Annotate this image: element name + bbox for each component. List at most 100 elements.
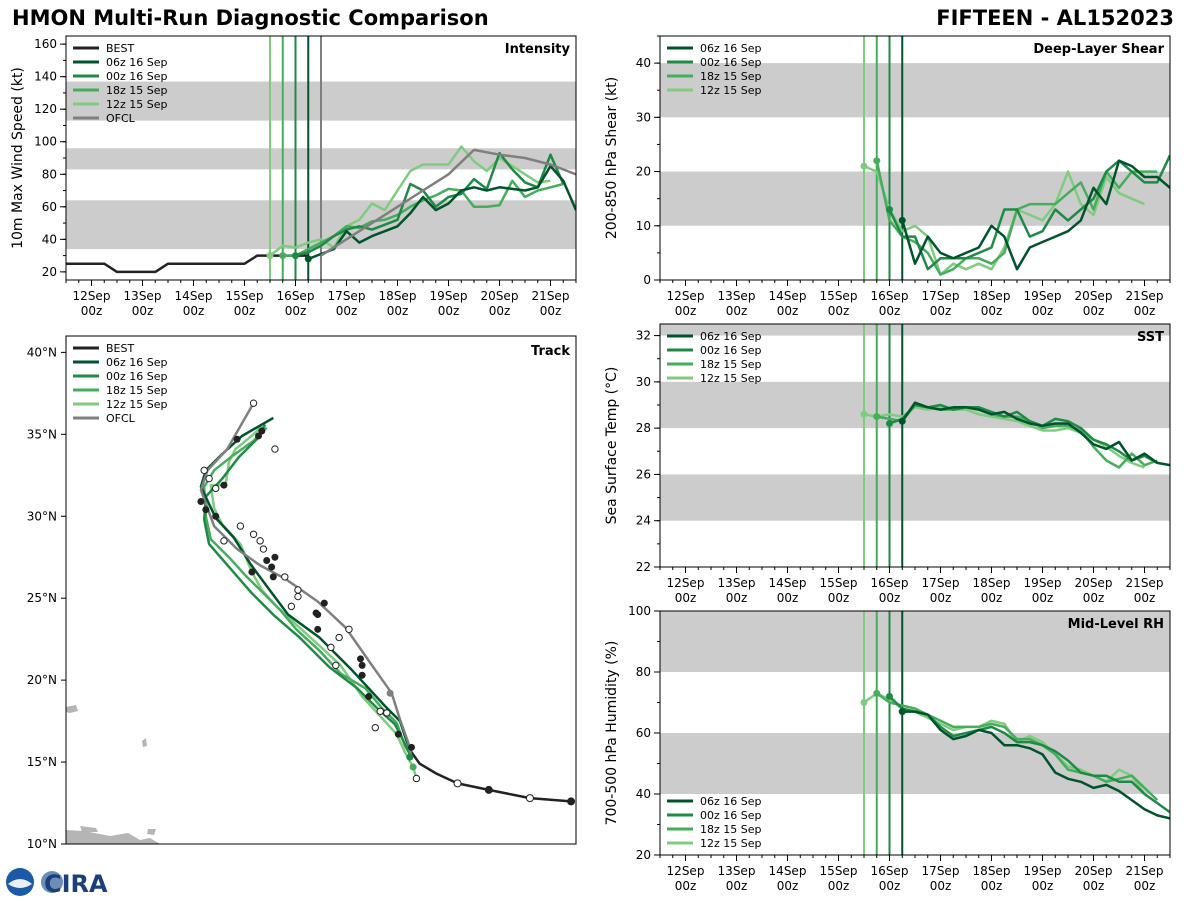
rh-x-tick-label-hour: 00z <box>777 879 799 893</box>
track-fix-daily <box>365 693 373 701</box>
track-line-12z-15-sep <box>209 425 418 779</box>
cira-logo-text: CIRA <box>44 870 108 898</box>
rh-x-tick-label: 14Sep <box>769 864 807 878</box>
rh-x-tick-label-hour: 00z <box>675 879 697 893</box>
intensity-series-06z-16-sep <box>307 164 576 261</box>
track-lat-label: 25°N <box>27 591 57 605</box>
intensity-marker-06z-16-sep <box>304 255 312 263</box>
intensity-x-tick-label-hour: 00z <box>132 304 154 318</box>
track-fix-halfday <box>200 466 208 475</box>
track-frame <box>65 335 577 845</box>
shear-x-tick-label-hour: 00z <box>675 304 697 318</box>
best-track-fix <box>484 785 493 794</box>
shear-plot-area <box>660 36 1170 280</box>
intensity-marker-00z-16-sep <box>292 252 299 260</box>
rh-y-tick-label: 40 <box>636 787 651 801</box>
sst-y-tick-label: 28 <box>636 421 651 435</box>
sst-y-tick-label: 26 <box>636 467 651 481</box>
sst-marker-18z-15-sep <box>873 413 881 421</box>
intensity-y-tick-label: 20 <box>42 265 57 279</box>
shear-x-tick-label-hour: 00z <box>879 304 901 318</box>
track-legend-label-12z-15-sep: 12z 15 Sep <box>106 398 168 411</box>
shear-x-tick-label: 13Sep <box>718 289 756 303</box>
shear-x-tick-label-hour: 00z <box>828 304 850 318</box>
noaa-cira-logo: CIRA <box>6 868 108 898</box>
intensity-x-tick-label: 15Sep <box>226 289 264 303</box>
intensity-x-tick-label: 16Sep <box>277 289 315 303</box>
intensity-series-12z-15-sep <box>269 145 551 257</box>
intensity-y-tick-label: 80 <box>42 167 57 181</box>
track-fix-halfday <box>212 484 220 493</box>
sst-legend-label-06z-16-sep: 06z 16 Sep <box>700 330 762 343</box>
shear-x-tick-label-hour: 00z <box>1032 304 1054 318</box>
rh-x-tick-label: 19Sep <box>1024 864 1062 878</box>
sst-x-tick-label-hour: 00z <box>675 591 697 605</box>
sst-x-tick-label-hour: 00z <box>777 591 799 605</box>
intensity-x-tick-label-hour: 00z <box>540 304 562 318</box>
track-fix-daily <box>394 730 402 738</box>
sst-marker-06z-16-sep <box>898 417 906 425</box>
shear-y-tick-label: 40 <box>636 56 651 70</box>
cira-globe-icon <box>41 871 63 893</box>
sst-x-tick-label: 14Sep <box>769 576 807 590</box>
track-panel-title: Track <box>531 344 570 359</box>
shear-x-tick-label: 18Sep <box>973 289 1011 303</box>
rh-legend-label-00z-16-sep: 00z 16 Sep <box>700 809 762 822</box>
shear-x-tick-label-hour: 00z <box>777 304 799 318</box>
shear-panel-title: Deep-Layer Shear <box>1033 42 1164 57</box>
intensity-series-best <box>66 254 309 274</box>
intensity-x-tick-label: 12Sep <box>73 289 111 303</box>
track-fix-halfday <box>271 445 279 453</box>
intensity-panel: 20 40 60 80 100 120 140 160 10m Max Wind Speed (… <box>10 35 577 318</box>
figure-title: HMON Multi-Run Diagnostic Comparison <box>12 6 489 30</box>
rh-legend-label-12z-15-sep: 12z 15 Sep <box>700 837 762 850</box>
sst-y-tick-label: 30 <box>636 375 651 389</box>
sst-x-tick-label: 13Sep <box>718 576 756 590</box>
intensity-x-tick-label: 17Sep <box>328 289 366 303</box>
intensity-marker-18z-15-sep <box>279 252 287 260</box>
intensity-legend-label-ofcl: OFCL <box>106 112 136 125</box>
track-fix-halfday <box>249 399 258 407</box>
rh-x-tick-label: 12Sep <box>667 864 705 878</box>
shear-x-tick-label: 15Sep <box>820 289 858 303</box>
track-legend-label-ofcl: OFCL <box>106 412 136 425</box>
rh-x-tick-label: 13Sep <box>718 864 756 878</box>
shear-y-tick-label: 30 <box>636 110 651 124</box>
shear-x-tick-label-hour: 00z <box>1083 304 1105 318</box>
track-ofcl-marker <box>386 689 394 697</box>
land-area <box>142 738 147 747</box>
sst-x-tick-label: 21Sep <box>1126 576 1164 590</box>
track-fix-halfday <box>249 530 258 538</box>
intensity-panel-title: Intensity <box>505 42 571 57</box>
shear-x-tick-label: 20Sep <box>1075 289 1113 303</box>
intensity-x-tick-label-hour: 00z <box>438 304 460 318</box>
track-legend-label-00z-16-sep: 00z 16 Sep <box>106 370 168 383</box>
track-fix-halfday <box>376 707 384 715</box>
track-legend-label-06z-16-sep: 06z 16 Sep <box>106 356 168 369</box>
land-area <box>66 830 160 844</box>
shear-band <box>660 171 1170 226</box>
rh-legend-label-06z-16-sep: 06z 16 Sep <box>700 795 762 808</box>
rh-y-tick-label: 80 <box>636 665 651 679</box>
intensity-legend-label-best: BEST <box>106 42 134 55</box>
shear-legend-label-06z-16-sep: 06z 16 Sep <box>700 42 762 55</box>
sst-x-tick-label: 17Sep <box>922 576 960 590</box>
shear-x-tick-label-hour: 00z <box>726 304 748 318</box>
track-fix-daily <box>314 625 322 633</box>
shear-y-tick-label: 0 <box>643 273 651 287</box>
track-lat-label: 40°N <box>27 345 57 359</box>
track-fix-halfday <box>259 545 268 553</box>
sst-marker-00z-16-sep <box>886 420 893 428</box>
rh-series-06z-16-sep <box>902 710 1170 820</box>
intensity-y-tick-label: 40 <box>42 232 57 246</box>
sst-x-tick-label-hour: 00z <box>1032 591 1054 605</box>
rh-x-tick-label: 21Sep <box>1126 864 1164 878</box>
rh-x-tick-label-hour: 00z <box>930 879 952 893</box>
rh-x-tick-label: 18Sep <box>973 864 1011 878</box>
rh-y-axis-label: 700-500 hPa Humidity (%) <box>604 641 620 826</box>
sst-y-tick-label: 32 <box>636 329 651 343</box>
track-fix-halfday <box>412 774 421 783</box>
best-track-fix <box>567 797 576 806</box>
sst-x-tick-label: 19Sep <box>1024 576 1062 590</box>
